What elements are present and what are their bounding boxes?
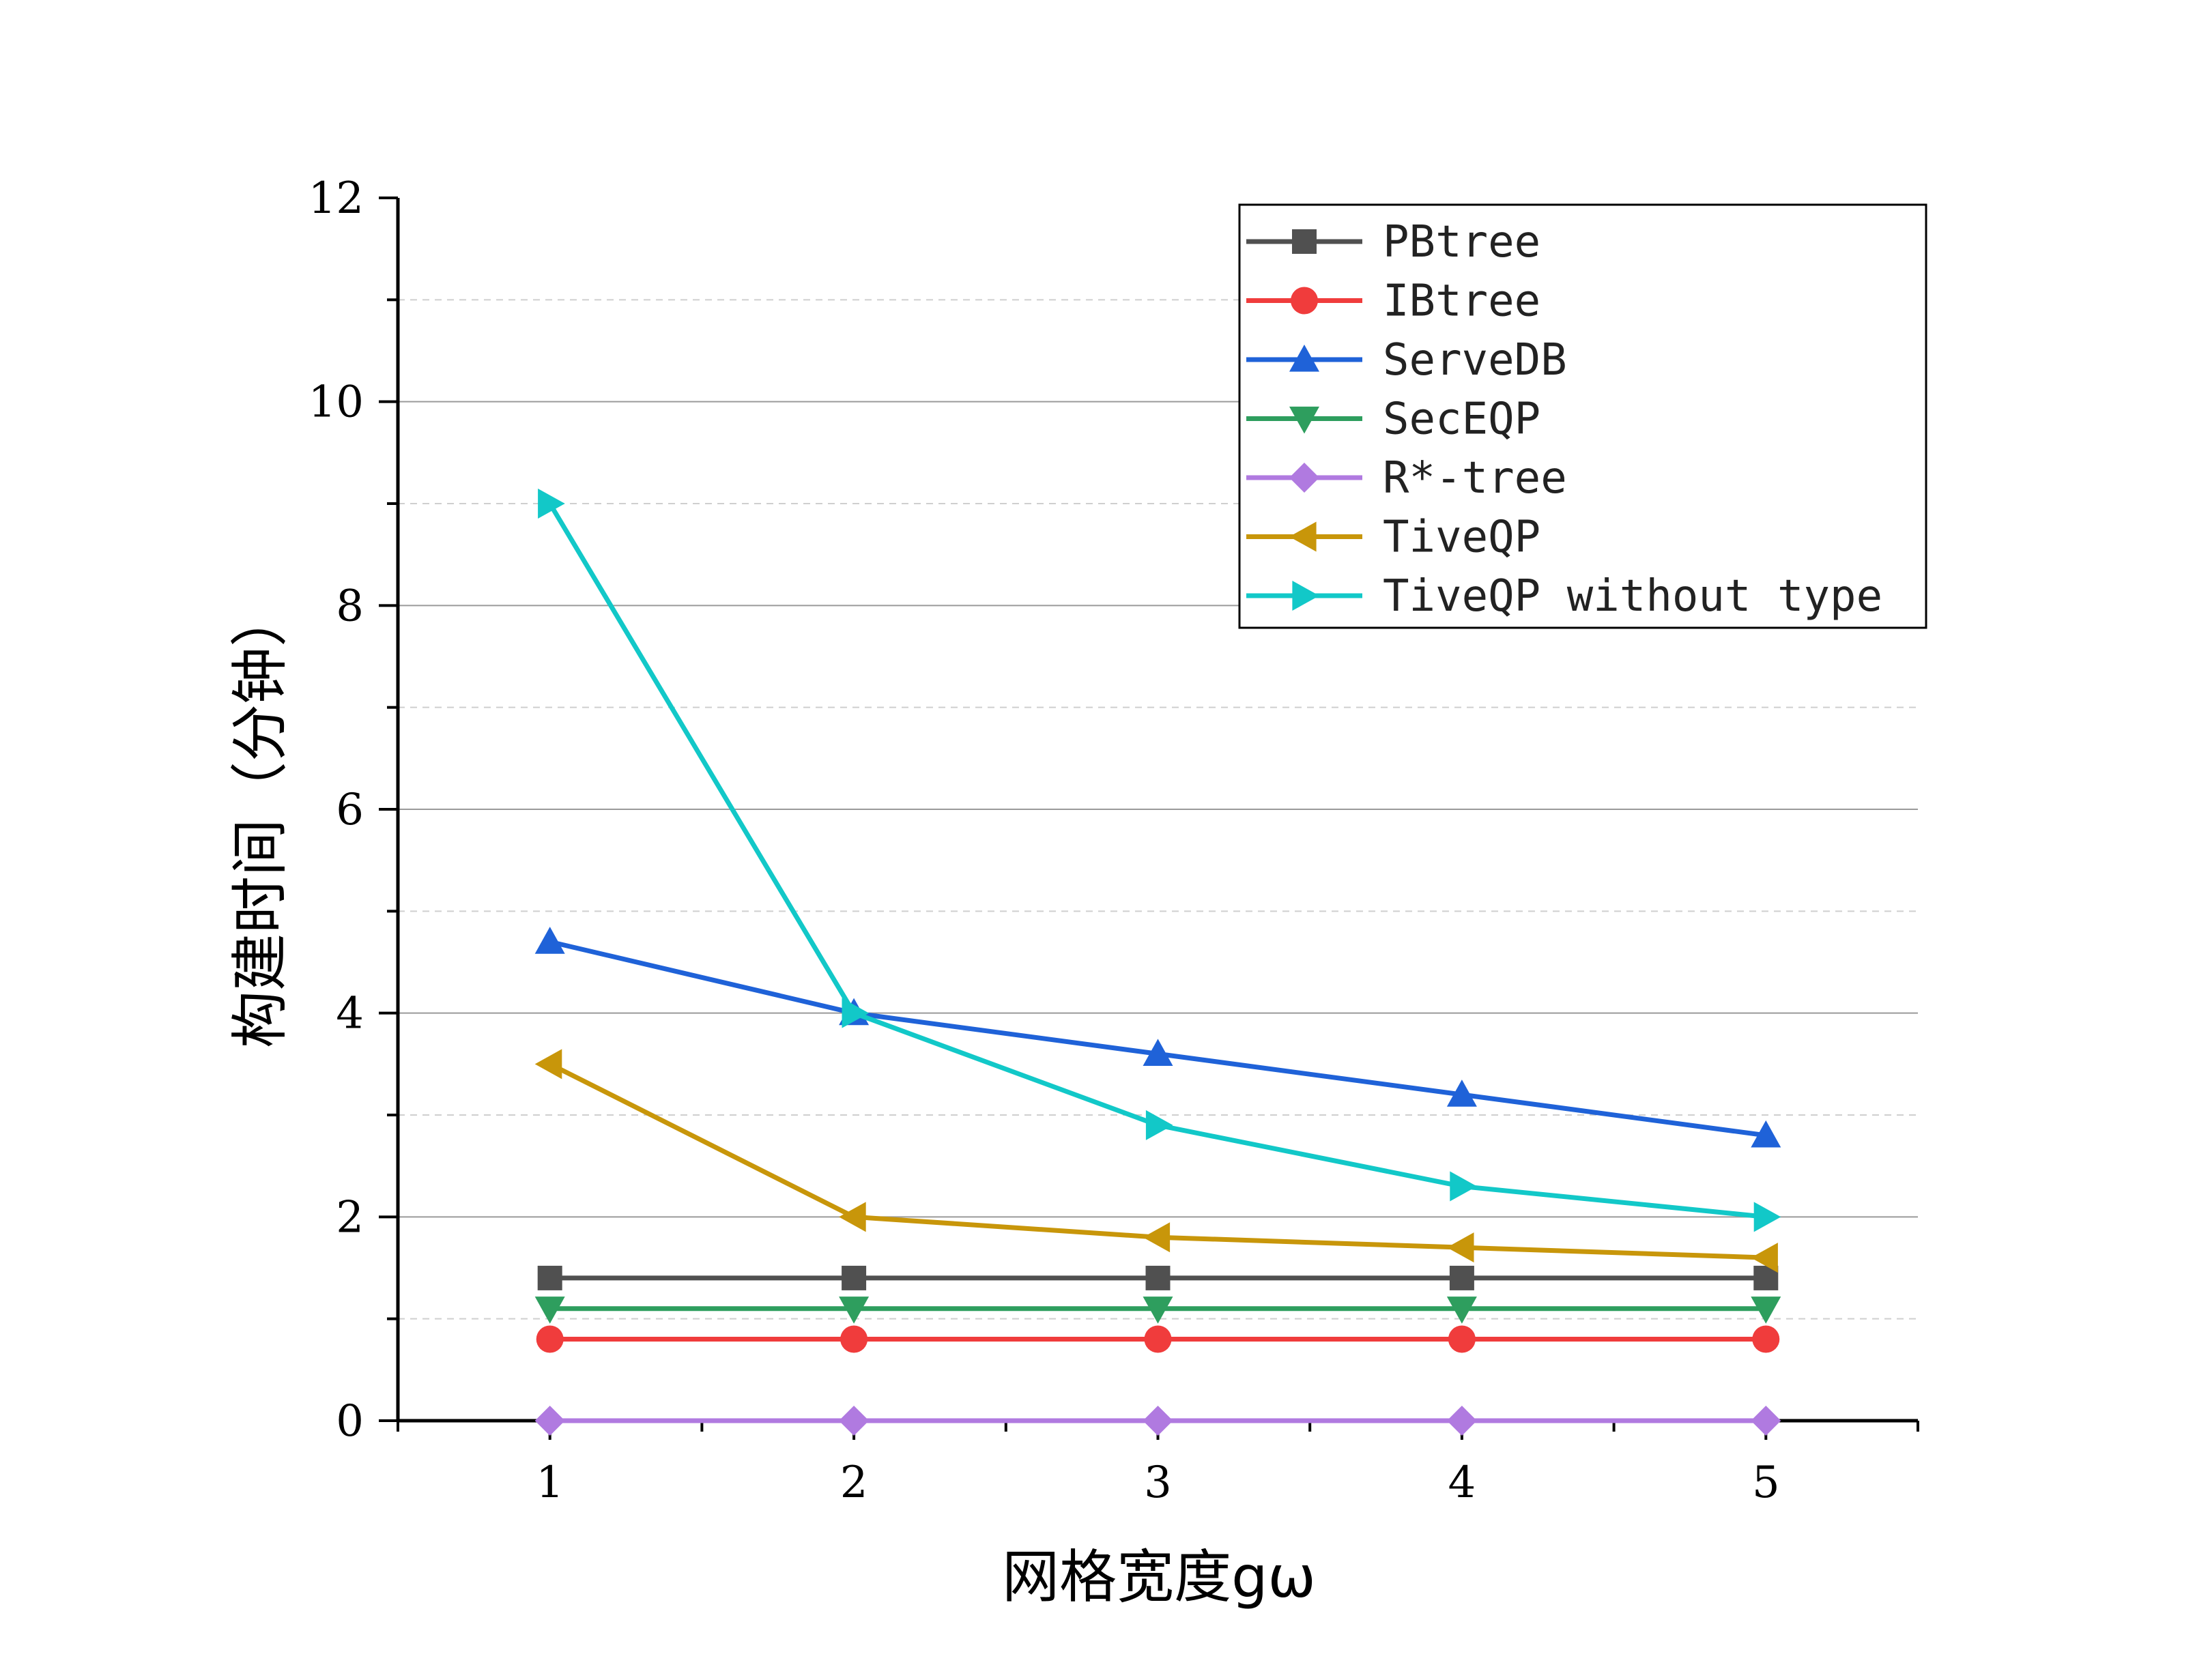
series-ibtree — [536, 1325, 1780, 1353]
data-point — [840, 1325, 868, 1353]
data-point — [534, 927, 565, 954]
legend-label: SecEQP — [1383, 394, 1540, 445]
data-point — [1752, 1325, 1780, 1353]
legend-marker — [1292, 581, 1319, 611]
data-point — [1753, 1202, 1781, 1232]
legend-item: TiveQP without type — [1246, 571, 1882, 622]
y-tick-label: 0 — [336, 1396, 364, 1447]
series-tiveqp — [534, 1049, 1778, 1273]
data-point — [1751, 1120, 1781, 1148]
data-point — [839, 1202, 866, 1232]
data-point — [1143, 1039, 1173, 1066]
legend-marker — [1292, 229, 1317, 254]
legend-item: IBtree — [1246, 276, 1540, 327]
legend-marker — [1289, 463, 1319, 493]
x-tick-label: 4 — [1448, 1458, 1476, 1508]
data-point — [1144, 1325, 1172, 1353]
y-tick-label: 6 — [336, 785, 364, 835]
series-seceqp — [534, 1297, 1781, 1324]
legend: PBtree IBtree ServeDB SecEQP R*-tree TiveQP Ti… — [1238, 203, 1927, 629]
legend-label: R*-tree — [1383, 453, 1567, 504]
data-point — [1449, 1265, 1474, 1290]
y-tick-label: 12 — [309, 173, 364, 224]
series-pbtree — [537, 1265, 1779, 1290]
data-point — [1751, 1243, 1778, 1273]
legend-label: IBtree — [1383, 276, 1540, 327]
data-point — [538, 489, 565, 519]
data-point — [839, 1297, 870, 1324]
y-axis-title: 构建时间（分钟） — [227, 590, 293, 1048]
y-tick-labels: 0 2 4 6 8 10 12 — [309, 173, 364, 1447]
data-point — [1145, 1110, 1173, 1140]
series-line — [549, 1062, 1766, 1260]
data-point — [1145, 1265, 1171, 1290]
y-tick-label: 2 — [336, 1192, 364, 1243]
series-servedb — [534, 927, 1781, 1148]
legend-marker — [1291, 287, 1318, 315]
data-point — [839, 1406, 870, 1436]
x-axis-title: 网格宽度gω — [1002, 1544, 1316, 1610]
legend-marker — [1289, 521, 1317, 552]
data-point — [1450, 1171, 1477, 1202]
data-point — [537, 1265, 562, 1290]
x-tick-label: 2 — [840, 1458, 868, 1508]
legend-label: TiveQP — [1383, 512, 1540, 563]
data-point — [1446, 1406, 1477, 1436]
legend-item: R*-tree — [1246, 453, 1567, 504]
y-tick-label: 4 — [336, 989, 364, 1039]
data-point — [842, 1265, 867, 1290]
data-point — [1448, 1325, 1476, 1353]
data-point — [1143, 1222, 1171, 1253]
legend-marker — [1289, 345, 1319, 372]
x-tick-label: 1 — [536, 1458, 564, 1508]
data-point — [1143, 1297, 1173, 1324]
data-point — [534, 1049, 562, 1080]
legend-item: TiveQP — [1246, 512, 1540, 563]
data-point — [536, 1325, 564, 1353]
data-point — [534, 1406, 565, 1436]
data-point — [1751, 1406, 1781, 1436]
data-point — [1446, 1080, 1477, 1107]
legend-label: PBtree — [1383, 217, 1540, 267]
series-tiveqp-without-type — [538, 489, 1781, 1232]
data-point — [1143, 1406, 1173, 1436]
legend-marker — [1289, 406, 1319, 434]
x-tick-labels: 1 2 3 4 5 — [536, 1458, 1779, 1508]
series-r-tree — [534, 1406, 1781, 1436]
data-point — [842, 998, 870, 1028]
y-tick-label: 10 — [309, 377, 364, 428]
y-tick-label: 8 — [336, 581, 364, 631]
series-line — [549, 939, 1766, 1138]
legend-label: ServeDB — [1383, 335, 1567, 386]
data-point — [534, 1297, 565, 1324]
x-tick-label: 5 — [1752, 1458, 1780, 1508]
data-point — [1446, 1297, 1477, 1324]
data-point — [1446, 1232, 1474, 1263]
legend-item: PBtree — [1246, 217, 1540, 267]
x-tick-label: 3 — [1144, 1458, 1172, 1508]
legend-item: SecEQP — [1246, 394, 1540, 445]
data-point — [1751, 1297, 1781, 1324]
legend-item: ServeDB — [1246, 335, 1567, 386]
series-layer — [534, 489, 1781, 1436]
legend-label: TiveQP without type — [1383, 571, 1882, 622]
